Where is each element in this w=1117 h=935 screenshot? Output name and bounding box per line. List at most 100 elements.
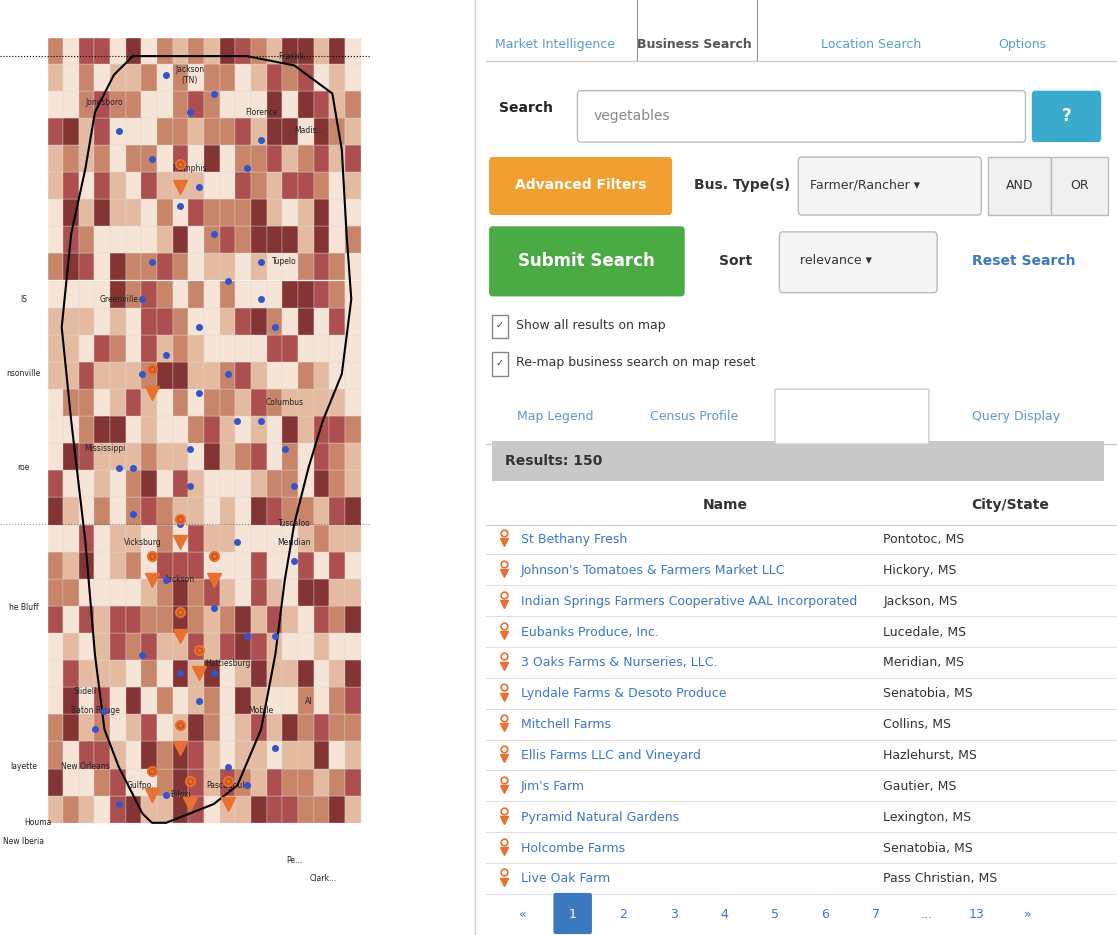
Bar <box>173 497 189 525</box>
Bar <box>79 660 95 687</box>
Bar <box>157 633 173 660</box>
Bar <box>345 9 361 36</box>
Text: Gautier, MS: Gautier, MS <box>884 780 957 793</box>
Bar <box>142 172 157 199</box>
Bar <box>142 389 157 416</box>
Bar <box>142 9 157 36</box>
Bar <box>298 36 314 64</box>
Bar <box>95 497 111 525</box>
Text: Memphis: Memphis <box>173 164 207 173</box>
Text: Pe...: Pe... <box>286 856 303 865</box>
Bar <box>220 145 236 172</box>
Text: Al: Al <box>305 697 313 706</box>
Bar <box>330 362 345 389</box>
Bar <box>314 64 330 91</box>
Bar <box>314 552 330 579</box>
Text: Results: 150: Results: 150 <box>505 454 602 468</box>
Bar <box>251 552 267 579</box>
Bar <box>47 9 64 36</box>
Bar <box>95 687 111 714</box>
Bar <box>267 362 283 389</box>
Bar <box>79 335 95 362</box>
Bar <box>64 416 79 443</box>
Bar <box>79 497 95 525</box>
Bar <box>204 416 220 443</box>
Bar <box>283 660 298 687</box>
Bar <box>111 525 126 552</box>
Text: AND: AND <box>1005 179 1033 192</box>
Bar <box>142 199 157 226</box>
Bar <box>47 362 64 389</box>
Bar <box>47 497 64 525</box>
Text: Business Results: Business Results <box>793 410 911 423</box>
Text: nsonville: nsonville <box>7 369 41 379</box>
Bar <box>79 172 95 199</box>
Bar <box>267 633 283 660</box>
Bar <box>95 253 111 280</box>
Bar <box>283 335 298 362</box>
Text: Slidell: Slidell <box>74 687 97 697</box>
Bar <box>267 226 283 253</box>
Text: New Iberia: New Iberia <box>3 837 45 846</box>
Text: Gulfpo...: Gulfpo... <box>126 781 159 790</box>
Bar <box>111 253 126 280</box>
Bar <box>204 145 220 172</box>
Text: Hattiesburg: Hattiesburg <box>206 659 250 669</box>
Bar <box>126 280 142 308</box>
Bar <box>220 226 236 253</box>
Bar <box>111 64 126 91</box>
Bar <box>251 769 267 796</box>
Bar <box>173 118 189 145</box>
Bar <box>314 497 330 525</box>
Text: ...: ... <box>920 908 933 921</box>
Bar <box>157 552 173 579</box>
Bar <box>283 118 298 145</box>
Bar <box>64 525 79 552</box>
Bar <box>236 687 251 714</box>
Bar <box>173 741 189 769</box>
Bar <box>142 145 157 172</box>
Bar <box>298 335 314 362</box>
Bar <box>267 335 283 362</box>
Bar <box>111 606 126 633</box>
Bar <box>173 362 189 389</box>
Bar <box>126 769 142 796</box>
Bar <box>189 525 204 552</box>
Bar <box>95 470 111 497</box>
Text: he Bluff: he Bluff <box>9 603 39 612</box>
Bar <box>251 633 267 660</box>
Bar <box>345 579 361 606</box>
Bar <box>47 769 64 796</box>
Bar <box>220 280 236 308</box>
Bar <box>298 660 314 687</box>
Bar <box>314 660 330 687</box>
Bar <box>189 335 204 362</box>
Bar <box>251 91 267 118</box>
Bar <box>95 741 111 769</box>
Bar <box>345 714 361 741</box>
Bar <box>173 579 189 606</box>
Bar <box>330 552 345 579</box>
Bar <box>157 687 173 714</box>
Bar <box>314 9 330 36</box>
Text: Map Legend: Map Legend <box>517 410 593 423</box>
Bar <box>64 741 79 769</box>
Bar <box>283 470 298 497</box>
Bar <box>189 226 204 253</box>
Bar <box>330 335 345 362</box>
Bar <box>189 714 204 741</box>
Bar <box>251 579 267 606</box>
Bar <box>220 470 236 497</box>
Bar <box>47 308 64 335</box>
Bar <box>64 145 79 172</box>
Bar <box>157 714 173 741</box>
Text: Options: Options <box>999 38 1047 51</box>
Bar <box>314 443 330 470</box>
Bar <box>298 64 314 91</box>
Bar <box>283 714 298 741</box>
Bar <box>47 199 64 226</box>
Bar <box>157 525 173 552</box>
Bar <box>64 9 79 36</box>
Text: relevance ▾: relevance ▾ <box>800 254 872 267</box>
Bar <box>111 552 126 579</box>
